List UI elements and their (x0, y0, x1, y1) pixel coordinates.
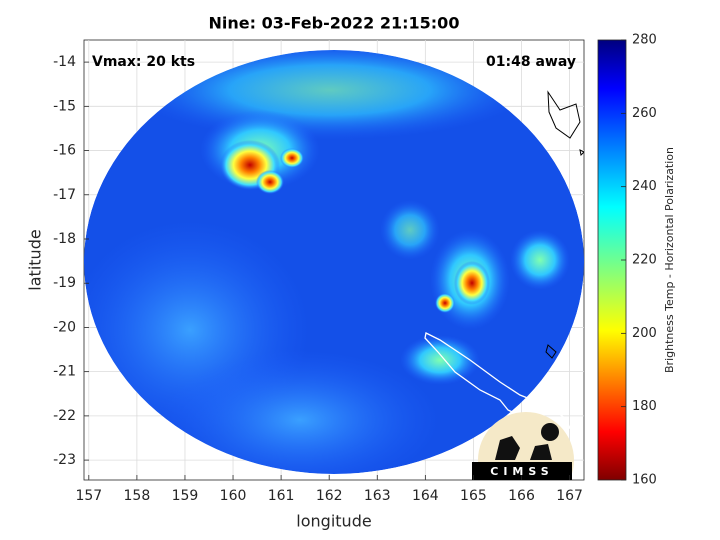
y-tick-label: -15 (53, 98, 76, 114)
colorbar-tick-label: 200 (632, 326, 657, 341)
x-tick-label: 166 (508, 488, 535, 504)
annotation: 01:48 away (486, 54, 576, 70)
y-tick-label: -16 (53, 143, 76, 159)
y-tick-label: -23 (53, 452, 76, 468)
logo: CIMSS (472, 412, 574, 480)
y-tick-label: -21 (53, 364, 76, 380)
x-tick-label: 167 (556, 488, 583, 504)
colorbar-tick-label: 260 (632, 106, 657, 121)
colorbar-label: Brightness Temp - Horizontal Polarizatio… (663, 147, 676, 373)
x-tick-label: 161 (268, 488, 295, 504)
y-axis-label: latitude (26, 229, 45, 290)
colorbar-tick-label: 280 (632, 33, 657, 48)
x-tick-label: 158 (124, 488, 151, 504)
y-tick-label: -14 (53, 54, 76, 70)
chart-title: Nine: 03-Feb-2022 21:15:00 (209, 14, 460, 33)
x-tick-label: 160 (220, 488, 247, 504)
x-tick-label: 159 (172, 488, 199, 504)
x-tick-label: 157 (75, 488, 102, 504)
x-tick-label: 164 (412, 488, 439, 504)
y-tick-label: -17 (53, 187, 76, 203)
colorbar-tick-label: 220 (632, 253, 657, 268)
colorbar-tick-label: 240 (632, 179, 657, 194)
x-axis-label: longitude (296, 512, 371, 531)
x-tick-label: 165 (460, 488, 487, 504)
colorbar-tick-label: 160 (632, 473, 657, 488)
logo-text: CIMSS (490, 465, 553, 478)
x-tick-label: 162 (316, 488, 343, 504)
y-tick-label: -22 (53, 408, 76, 424)
x-tick-label: 163 (364, 488, 391, 504)
y-tick-label: -19 (53, 275, 76, 291)
colorbar-tick-label: 180 (632, 399, 657, 414)
y-tick-label: -18 (53, 231, 76, 247)
annotation: Vmax: 20 kts (92, 54, 195, 70)
imagery: CIMSS (84, 50, 584, 480)
y-tick-label: -20 (53, 319, 76, 335)
